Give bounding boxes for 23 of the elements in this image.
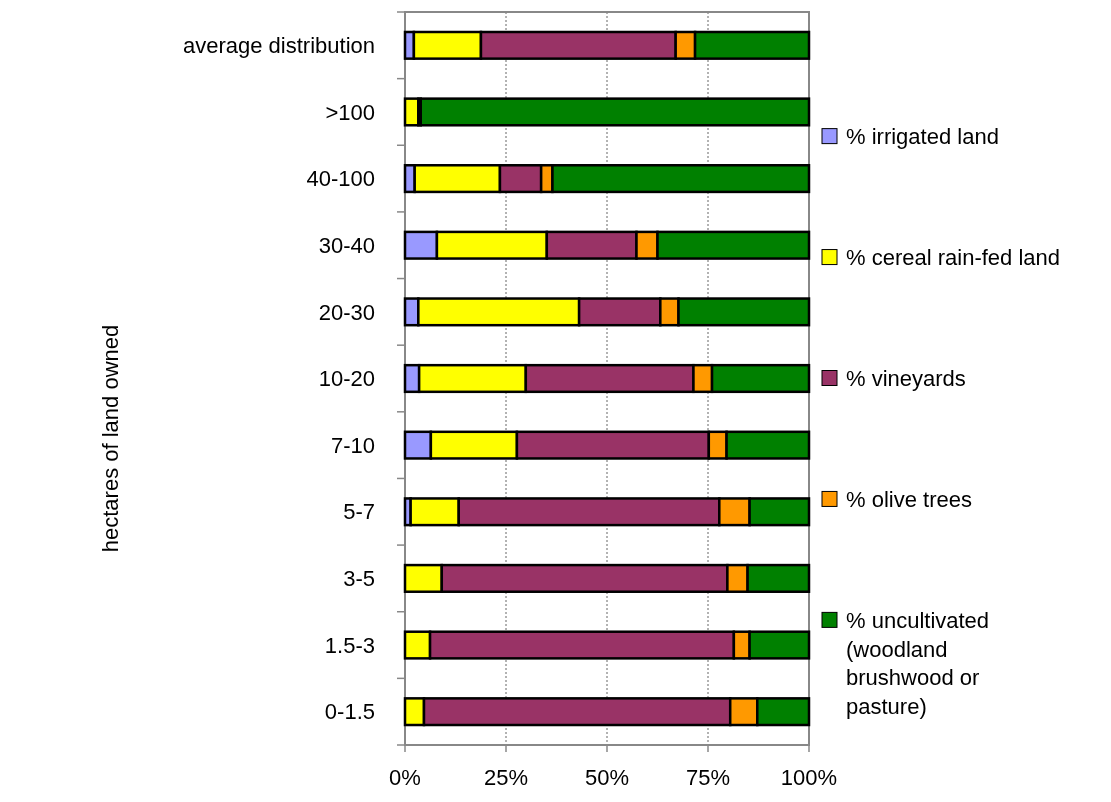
y-tick-label: 7-10	[330, 432, 375, 458]
bar	[419, 97, 811, 127]
y-tick-label: average distribution	[182, 33, 375, 59]
x-tick-label: 100%	[780, 765, 838, 790]
y-tick-label: 40-100	[306, 166, 375, 192]
legend-label: % irrigated land	[846, 124, 999, 150]
y-tick-label: 5-7	[343, 499, 375, 525]
y-tick-label: 10-20	[318, 366, 375, 392]
y-tick-label: 30-40	[318, 232, 375, 258]
x-tick-label: 50%	[584, 765, 630, 790]
y-tick-label: 1.5-3	[324, 632, 375, 658]
legend-label: % cereal rain-fed land	[846, 245, 1061, 271]
y-tick-label: 3-5	[343, 566, 375, 592]
x-tick-label: 25%	[483, 765, 529, 790]
y-axis-title: hectares of land owned	[98, 324, 123, 553]
legend-label: % uncultivated (woodland brushwood or pasture)	[846, 608, 990, 719]
legend-label: % vineyards	[846, 366, 966, 392]
legend-label: % olive trees	[846, 487, 972, 513]
y-tick-label: >100	[325, 99, 375, 125]
y-tick-label: 20-30	[318, 299, 375, 325]
x-tick-label: 75%	[685, 765, 731, 790]
y-tick-label: 0-1.5	[324, 699, 375, 725]
x-tick-label: 0%	[389, 765, 421, 790]
